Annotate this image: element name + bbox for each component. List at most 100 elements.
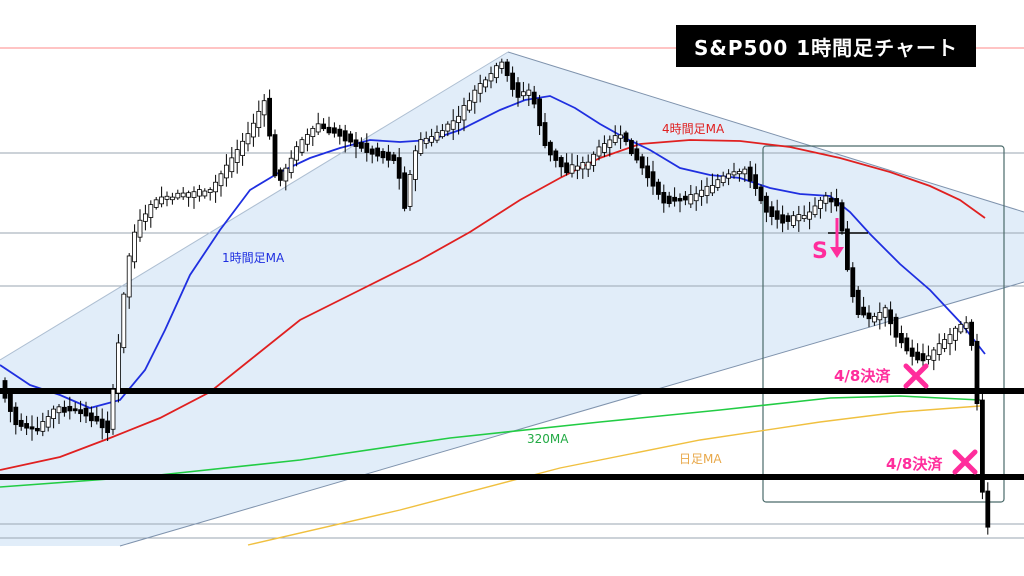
candle-body-135 [731,171,737,176]
candle-body-104 [564,162,569,174]
ma-daily-line [247,405,981,546]
candle-body-177 [958,323,964,333]
candle-body-152 [823,195,829,204]
candle-body-83 [450,120,456,130]
candle-body-23 [126,255,132,298]
candle-body-158 [855,289,861,315]
candle-body-71 [385,151,391,161]
candle-body-6 [35,427,40,432]
candle-body-180 [974,340,980,405]
candle-body-28 [153,199,159,208]
candle-body-182 [985,490,991,528]
candle-body-67 [364,142,370,153]
candle-body-133 [720,175,726,184]
ma-320-label: 320MA [527,432,569,446]
candle-body-96 [521,91,526,97]
candle-body-171 [926,355,931,360]
candle-body-54 [294,146,300,161]
candle-body-105 [569,164,575,174]
candle-body-146 [791,215,796,226]
candle-body-58 [315,123,321,133]
candle-body-78 [423,137,429,144]
candle-body-151 [818,199,823,209]
candle-body-33 [180,192,186,198]
candles-group [2,58,991,535]
candle-body-139 [753,174,758,189]
candle-body-57 [310,128,316,138]
candle-body-140 [758,186,764,202]
candle-body-100 [542,122,548,147]
candle-body-134 [726,173,731,179]
candle-body-123 [666,195,672,204]
candle-body-20 [110,388,116,430]
candle-body-106 [575,165,580,171]
candle-body-16 [89,412,94,422]
candle-body-7 [40,421,46,432]
candle-body-17 [94,415,100,422]
candle-body-15 [83,407,89,417]
candle-body-68 [369,148,375,155]
candle-body-73 [396,157,402,179]
ma-4h-line [0,139,986,471]
candle-body-14 [78,409,83,415]
candle-body-98 [531,91,537,105]
candle-body-86 [466,100,472,111]
sell-signal-label: S [812,239,828,264]
candle-body-156 [845,228,850,271]
candle-body-81 [439,130,445,138]
wedge-left-line [0,51,509,361]
candle-body-10 [56,406,62,414]
candle-body-125 [677,198,683,202]
candle-body-84 [456,115,462,123]
candle-body-160 [866,312,872,320]
sell-arrow-head [830,247,844,258]
candle-body-162 [877,312,883,321]
candle-body-181 [980,399,985,493]
candle-body-47 [256,110,262,129]
candle-body-154 [834,198,839,207]
candle-body-44 [240,140,246,156]
candle-body-12 [67,405,73,412]
candle-body-148 [801,215,807,219]
candle-body-55 [299,139,305,153]
candle-body-88 [477,83,483,94]
candle-body-82 [445,123,451,132]
candle-body-111 [602,143,607,153]
candle-body-32 [175,192,181,199]
candle-body-11 [62,406,67,413]
candle-body-75 [407,174,413,207]
candle-body-59 [321,123,327,130]
candle-body-124 [672,196,677,202]
settle-cross-2-icon [952,449,978,475]
candle-body-108 [585,161,591,170]
candle-body-131 [710,185,715,194]
wedge-lower-line [119,281,1024,547]
settle-label-2: 4/8決済 [886,455,943,473]
candle-body-120 [650,171,656,187]
candle-body-172 [931,349,937,361]
candle-body-42 [229,157,235,173]
candle-body-29 [159,196,165,205]
candle-body-3 [18,419,24,427]
candle-body-102 [553,150,559,161]
candle-body-164 [888,309,893,325]
candle-body-138 [747,166,753,182]
candle-body-94 [510,72,516,90]
candle-body-1 [7,393,13,412]
candle-body-19 [105,420,110,434]
candle-body-142 [769,206,775,218]
candle-body-97 [526,89,532,96]
candle-body-74 [402,172,408,209]
candle-body-77 [418,139,424,154]
candle-body-46 [250,122,256,138]
candle-body-153 [828,197,834,203]
candle-body-90 [488,73,494,82]
candle-body-53 [288,157,294,173]
candle-body-101 [548,141,553,156]
candle-body-0 [2,380,8,399]
candle-body-126 [683,195,688,201]
candle-body-21 [116,342,121,394]
candle-body-31 [169,196,175,201]
candle-body-167 [904,337,910,352]
candle-body-92 [499,61,505,69]
